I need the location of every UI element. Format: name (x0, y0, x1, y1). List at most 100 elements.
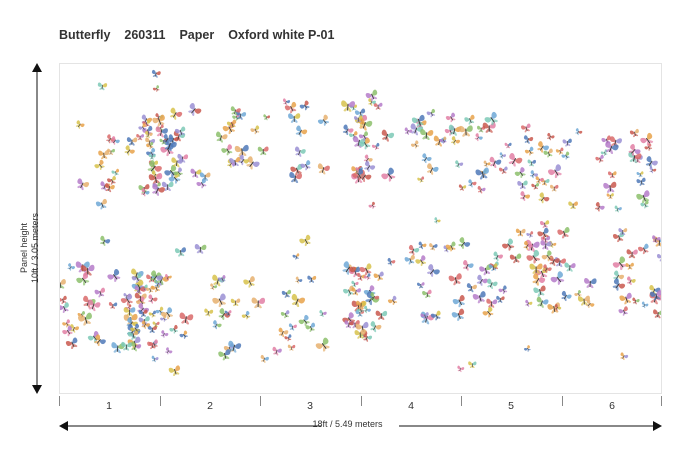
butterfly (575, 128, 583, 136)
butterfly (179, 330, 188, 339)
butterfly (77, 178, 90, 191)
butterfly (294, 146, 306, 157)
butterfly (298, 314, 310, 327)
mural-preview (59, 63, 662, 394)
butterfly (107, 148, 115, 155)
height-label-line2: 10ft / 3.05 meters (30, 212, 40, 284)
butterfly (533, 285, 546, 297)
butterfly (234, 144, 249, 157)
butterfly (111, 168, 120, 176)
butterfly (514, 167, 526, 179)
butterfly (238, 154, 249, 166)
butterfly (120, 293, 133, 306)
butterfly (196, 178, 207, 189)
butterfly (541, 250, 553, 262)
butterfly (420, 129, 434, 140)
butterfly (451, 136, 461, 146)
butterfly (537, 227, 549, 240)
butterfly (141, 188, 150, 197)
butterfly (529, 263, 543, 274)
butterfly (421, 153, 432, 164)
butterfly (204, 308, 214, 317)
butterfly (141, 320, 151, 329)
butterfly (107, 269, 121, 283)
butterfly (629, 128, 639, 138)
butterfly (548, 164, 562, 179)
panel-number: 5 (508, 400, 514, 412)
butterfly (194, 244, 207, 254)
butterfly (282, 98, 291, 106)
butterfly (319, 309, 327, 318)
butterfly (317, 114, 330, 126)
butterfly (523, 240, 533, 250)
butterfly (164, 164, 178, 178)
butterfly (499, 152, 507, 159)
ruler-tick (461, 396, 462, 406)
butterfly (148, 339, 158, 349)
butterfly (408, 244, 420, 256)
butterfly (288, 113, 301, 123)
butterfly (130, 323, 140, 334)
butterfly (526, 249, 541, 264)
panel-number: 1 (106, 400, 112, 412)
ruler-tick (661, 396, 662, 406)
ruler-tick (160, 396, 161, 406)
butterfly (174, 126, 186, 137)
butterfly (427, 264, 440, 277)
panel-number: 2 (207, 400, 213, 412)
butterfly (508, 153, 523, 167)
butterfly (557, 226, 570, 239)
butterfly (341, 100, 355, 112)
butterfly (543, 148, 553, 158)
butterfly (626, 249, 638, 259)
butterfly (636, 177, 646, 186)
butterfly (517, 180, 528, 190)
butterfly (78, 312, 92, 326)
butterfly (536, 296, 549, 308)
butterfly (148, 153, 156, 160)
butterfly (358, 131, 369, 141)
butterfly (540, 220, 550, 229)
butterfly-pattern (60, 69, 661, 377)
butterfly (342, 124, 354, 136)
butterfly (452, 294, 465, 308)
butterfly (410, 140, 420, 149)
butterfly (524, 146, 534, 156)
butterfly (640, 200, 649, 209)
butterfly (131, 268, 144, 281)
butterfly (523, 345, 531, 352)
butterfly (439, 136, 447, 144)
butterfly (585, 299, 595, 309)
butterfly (636, 190, 650, 204)
butterfly (170, 107, 183, 120)
butterfly (527, 159, 537, 167)
butterfly (210, 283, 218, 291)
butterfly (151, 69, 161, 78)
butterfly (250, 125, 260, 135)
butterfly (241, 310, 251, 320)
butterfly (636, 171, 644, 178)
butterfly (124, 145, 135, 156)
butterfly (94, 159, 105, 171)
butterfly (445, 112, 456, 123)
butterfly (150, 270, 163, 284)
butterfly (163, 133, 174, 144)
butterfly (455, 160, 464, 169)
butterfly (520, 191, 531, 201)
butterfly (445, 241, 456, 252)
butterfly (603, 181, 617, 193)
height-dimension-label: Panel height 10ft / 3.05 meters (10, 213, 50, 283)
butterfly (95, 198, 107, 210)
butterfly (618, 306, 628, 316)
butterfly (606, 193, 614, 200)
butterfly (62, 325, 73, 337)
butterfly (368, 98, 376, 106)
butterfly (354, 115, 363, 123)
butterfly (147, 325, 158, 333)
butterfly (526, 231, 534, 238)
butterfly (165, 273, 172, 281)
butterfly (97, 82, 108, 91)
butterfly (224, 310, 232, 316)
butterfly (612, 256, 627, 271)
butterfly (142, 119, 151, 128)
